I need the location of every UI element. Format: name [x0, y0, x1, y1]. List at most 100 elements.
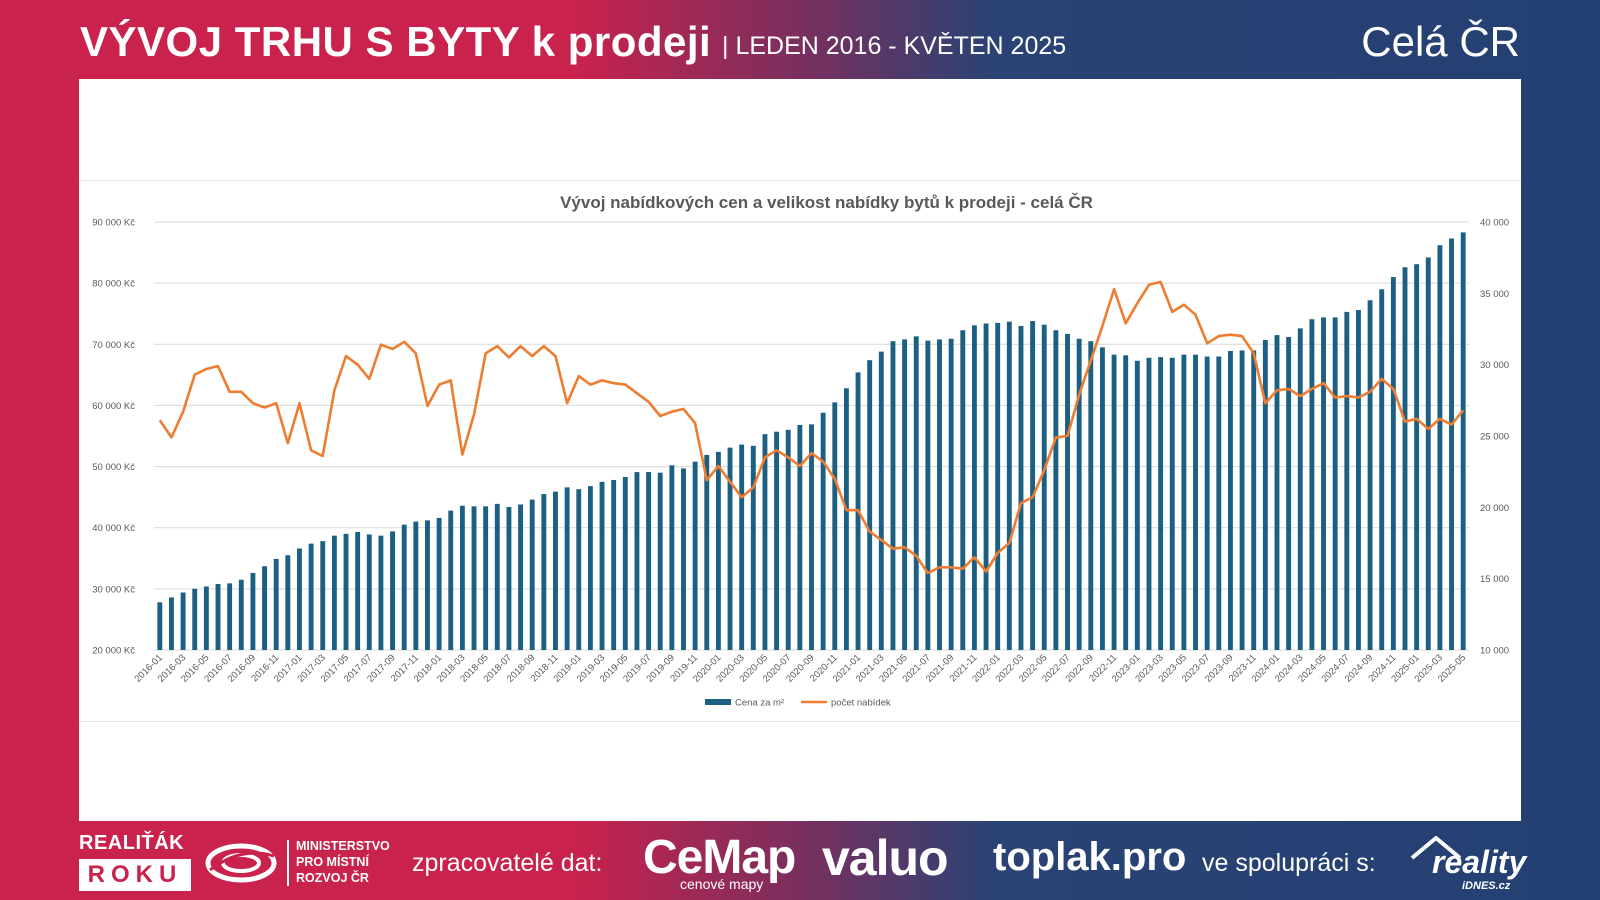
price-bar: [273, 558, 279, 650]
price-bar: [971, 325, 977, 650]
price-bar: [483, 506, 489, 650]
y-left-tick-label: 60 000 Kč: [92, 401, 135, 412]
price-bar: [1181, 354, 1187, 650]
price-bar: [948, 338, 954, 650]
y-left-tick-label: 40 000 Kč: [92, 523, 135, 534]
price-bar: [750, 445, 756, 650]
price-bar: [1367, 300, 1373, 650]
price-bar: [657, 472, 663, 650]
reality-logo: reality: [1432, 844, 1527, 880]
price-bar: [1158, 357, 1164, 650]
price-bar: [1344, 311, 1350, 650]
legend-label-price: Cena za m²: [735, 698, 784, 709]
price-bar: [1193, 354, 1198, 650]
price-bar: [250, 572, 256, 650]
price-bar: [1390, 277, 1396, 650]
price-bar: [436, 517, 442, 650]
price-bar: [809, 424, 814, 650]
y-left-tick-label: 50 000 Kč: [92, 462, 135, 473]
price-bar: [925, 340, 931, 650]
price-bar: [413, 521, 419, 650]
cemap-logo: CeMap: [643, 831, 796, 884]
price-bar: [343, 533, 349, 650]
price-bar: [1111, 354, 1117, 650]
price-bar: [1356, 310, 1361, 650]
price-bar: [1204, 356, 1210, 650]
price-bar: [1321, 317, 1326, 650]
price-bar: [611, 480, 617, 650]
price-bar: [506, 506, 512, 650]
price-bar: [1123, 355, 1129, 650]
price-bar: [843, 388, 849, 650]
price-bar: [960, 330, 966, 650]
y-right-tick-label: 25 000: [1480, 432, 1509, 443]
y-left-tick-label: 90 000 Kč: [92, 218, 135, 229]
price-bar: [739, 444, 745, 650]
page-title: VÝVOJ TRHU S BYTY k prodeji: [80, 18, 712, 65]
price-bar: [1053, 330, 1059, 650]
price-bar: [227, 583, 233, 650]
y-right-tick-label: 15 000: [1480, 574, 1509, 585]
price-bar: [890, 341, 896, 650]
y-left-tick-label: 20 000 Kč: [92, 646, 135, 657]
header-bar: VÝVOJ TRHU S BYTY k prodeji | LEDEN 2016…: [0, 0, 1600, 80]
price-bar: [285, 555, 291, 650]
price-bar: [1309, 319, 1315, 650]
price-bar: [297, 548, 302, 650]
toplak-logo: toplak.pro: [993, 835, 1187, 879]
price-bar: [1460, 232, 1466, 650]
award-top-text: REALIŤÁK: [79, 832, 185, 854]
price-bar: [832, 402, 838, 650]
price-bar: [1449, 238, 1454, 650]
offers-count-line: [158, 280, 1465, 575]
price-bar: [727, 447, 733, 650]
price-bar: [867, 360, 873, 650]
price-bar: [762, 434, 768, 650]
price-bar: [878, 351, 884, 650]
processors-label: zpracovatelé dat:: [412, 849, 603, 877]
price-bar: [646, 472, 652, 650]
price-bar: [448, 510, 454, 650]
price-supply-chart: Vývoj nabídkových cen a velikost nabídky…: [92, 193, 1509, 709]
price-bar: [1379, 289, 1385, 650]
price-bar: [331, 535, 337, 650]
price-bar: [599, 481, 605, 650]
price-bar: [913, 336, 919, 650]
ministry-divider: [287, 840, 289, 886]
price-bar: [1262, 340, 1268, 650]
price-bar: [459, 505, 465, 650]
y-right-tick-label: 30 000: [1480, 360, 1509, 371]
price-bar: [1425, 257, 1431, 650]
price-bar: [1169, 357, 1175, 650]
price-bar: [983, 323, 989, 650]
price-bar: [378, 535, 384, 650]
price-bar: [820, 412, 826, 650]
price-bar: [937, 339, 942, 650]
price-bar: [529, 499, 535, 650]
cemap-logo-subtitle: cenové mapy: [680, 876, 764, 892]
price-bar: [774, 431, 780, 650]
price-bar: [425, 520, 430, 650]
y-right-tick-label: 20 000: [1480, 503, 1509, 514]
price-bar: [238, 579, 244, 650]
ministry-line-1: MINISTERSTVO: [296, 839, 390, 853]
y-right-tick-label: 35 000: [1480, 289, 1509, 300]
legend-label-offers: počet nabídek: [831, 698, 891, 709]
ministry-line-2: PRO MÍSTNÍ: [296, 855, 369, 869]
price-bar: [192, 588, 198, 650]
y-right-tick-label: 40 000: [1480, 218, 1509, 229]
ministry-name: MINISTERSTVO PRO MÍSTNÍ ROZVOJ ČR: [296, 838, 390, 886]
price-bar: [1251, 350, 1257, 650]
valuo-logo: valuo: [822, 830, 949, 886]
price-bar: [995, 322, 1001, 650]
price-bar: [541, 494, 547, 650]
price-bar: [902, 339, 908, 650]
price-bar: [157, 602, 163, 650]
price-bar: [366, 534, 372, 650]
price-bar: [180, 592, 186, 650]
price-bar: [715, 451, 721, 650]
price-bar: [553, 491, 558, 650]
price-bar: [1437, 245, 1443, 650]
y-right-tick-label: 10 000: [1480, 646, 1509, 657]
price-bar: [518, 504, 524, 650]
